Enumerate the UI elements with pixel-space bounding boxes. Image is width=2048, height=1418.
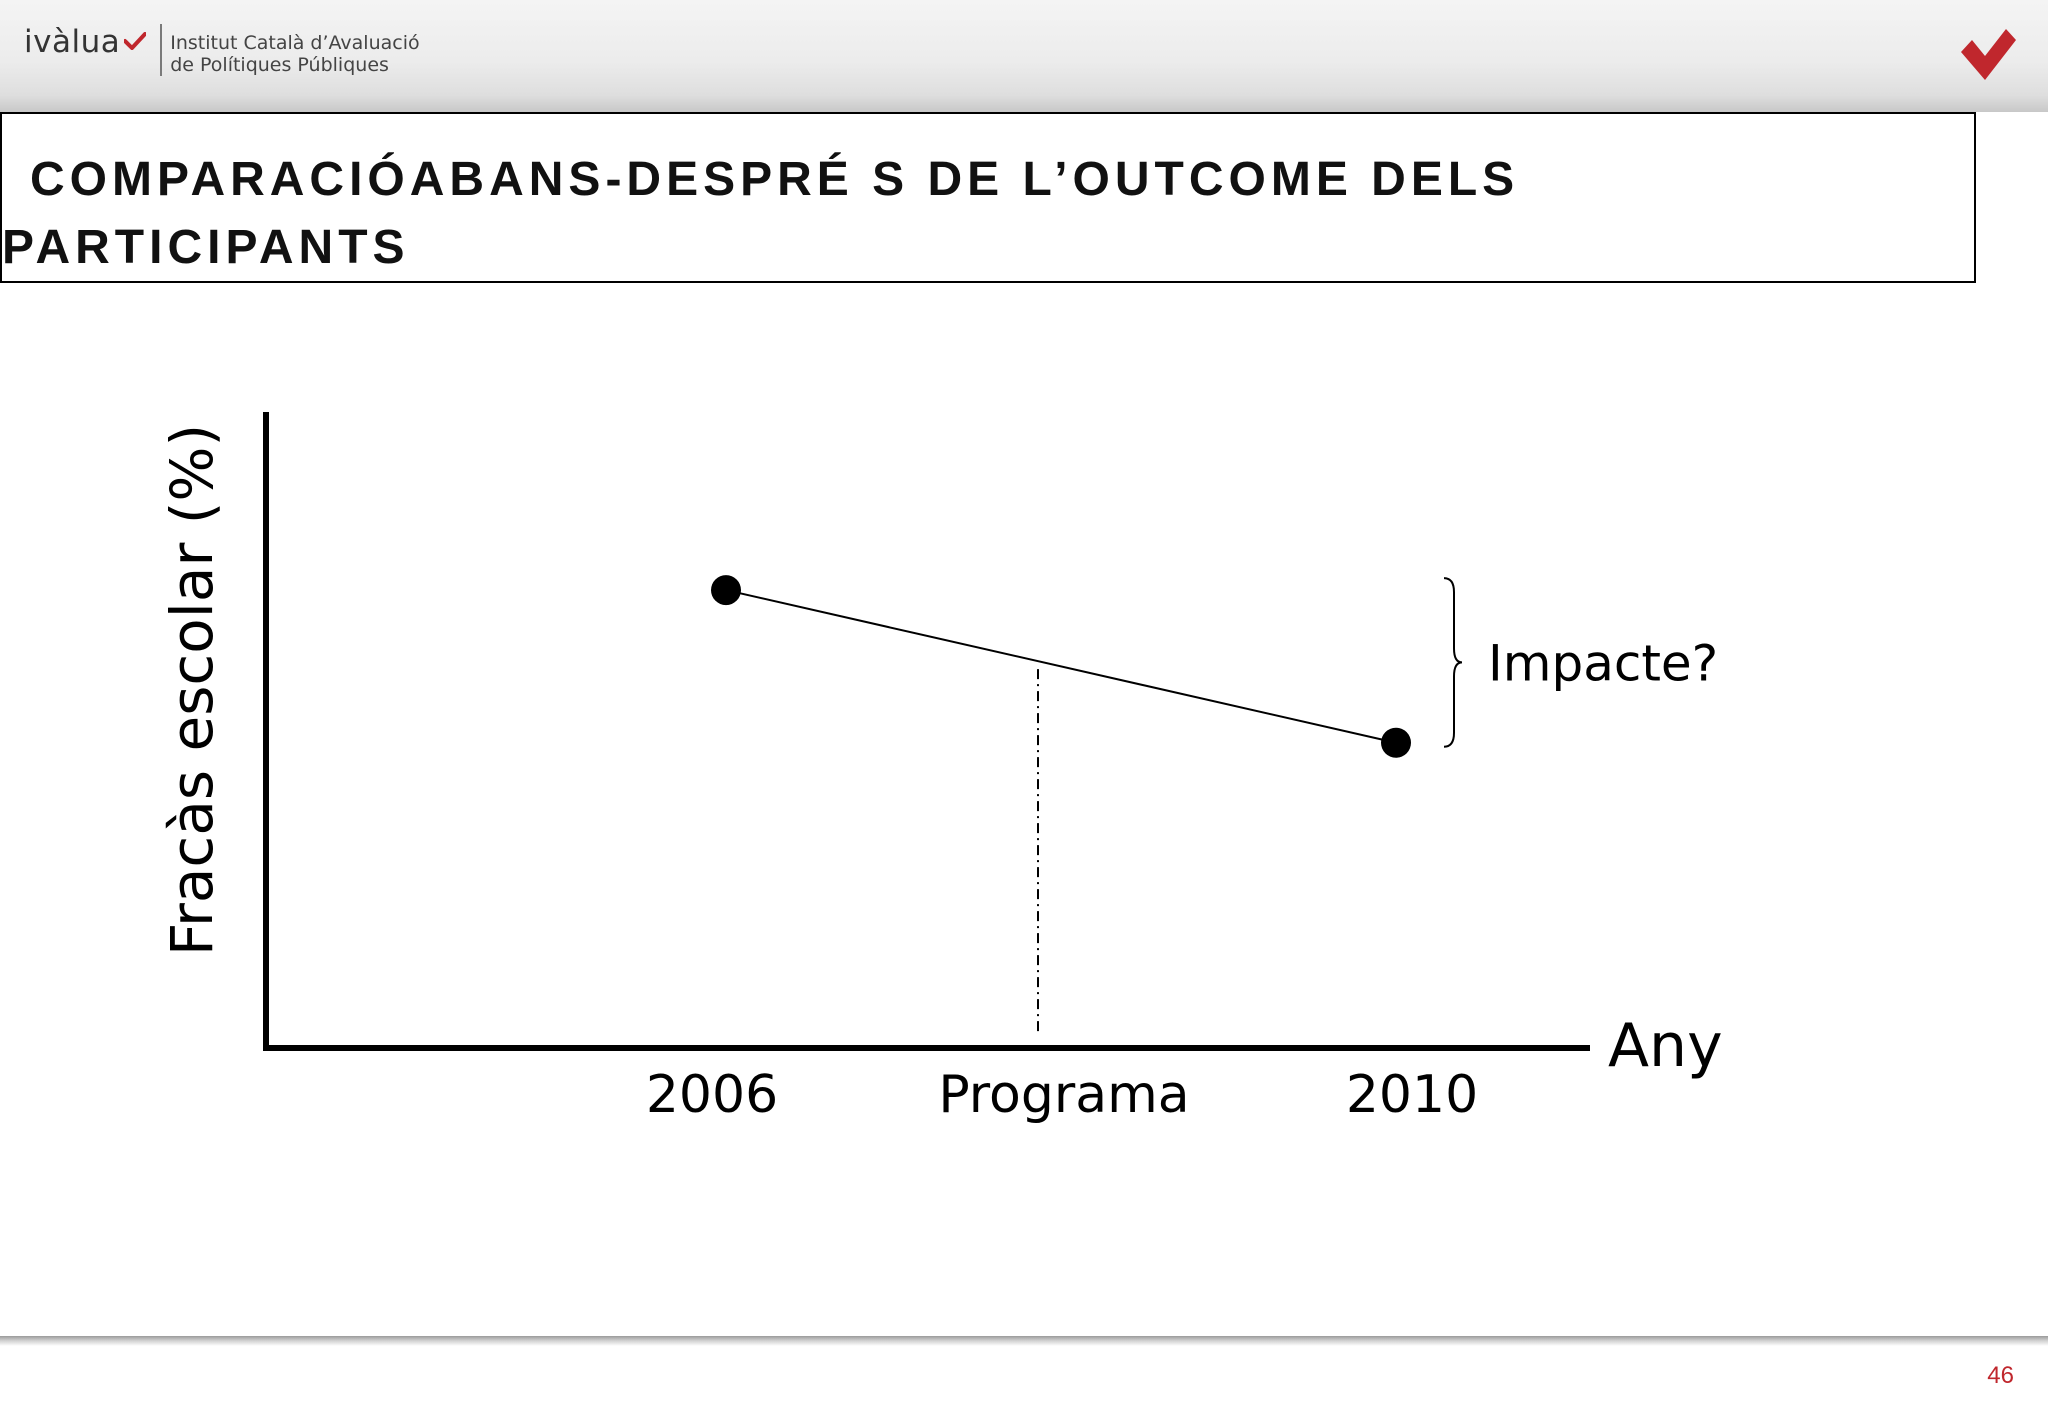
corner-checkmark-icon: [1961, 29, 2016, 80]
slide-title-line-2: PARTICIPANTS: [2, 221, 410, 274]
institute-line-2: de Polítiques Públiques: [170, 54, 389, 76]
logo-checkmark-icon: [124, 32, 147, 50]
series-line: [725, 589, 1397, 744]
impact-annotation: Impacte?: [1488, 634, 1718, 692]
x-axis-label: Any: [1608, 1011, 1723, 1081]
x-tick-label-2010: 2010: [1346, 1065, 1478, 1125]
logo-wordmark: ivàlua: [24, 24, 121, 60]
chart-marks: 2006 Programa 2010 Impacte?: [646, 575, 1718, 1125]
footer-divider: [0, 1336, 2048, 1346]
institute-line-1: Institut Català d’Avaluació: [170, 32, 420, 54]
header-band: ivàlua Institut Català d’Avaluació de Po…: [0, 0, 2048, 112]
ivalua-logo: ivàlua Institut Català d’Avaluació de Po…: [24, 22, 420, 76]
slide-title-box: COMPARACIÓABANS-DESPRÉ S DE L’OUTCOME DE…: [0, 112, 1976, 283]
y-axis-label: Fracàs escolar (%): [158, 424, 226, 956]
page-number: 46: [1987, 1362, 2014, 1389]
logo-divider: [160, 24, 163, 76]
data-point-2006: [711, 575, 741, 606]
slide-title-line-1: COMPARACIÓABANS-DESPRÉ S DE L’OUTCOME DE…: [30, 153, 1520, 206]
data-point-2010: [1381, 727, 1411, 758]
impact-brace: [1443, 577, 1463, 748]
x-tick-label-2006: 2006: [646, 1065, 778, 1125]
institute-name: Institut Català d’Avaluació de Polítique…: [170, 32, 419, 76]
x-tick-label-programa: Programa: [938, 1065, 1189, 1125]
